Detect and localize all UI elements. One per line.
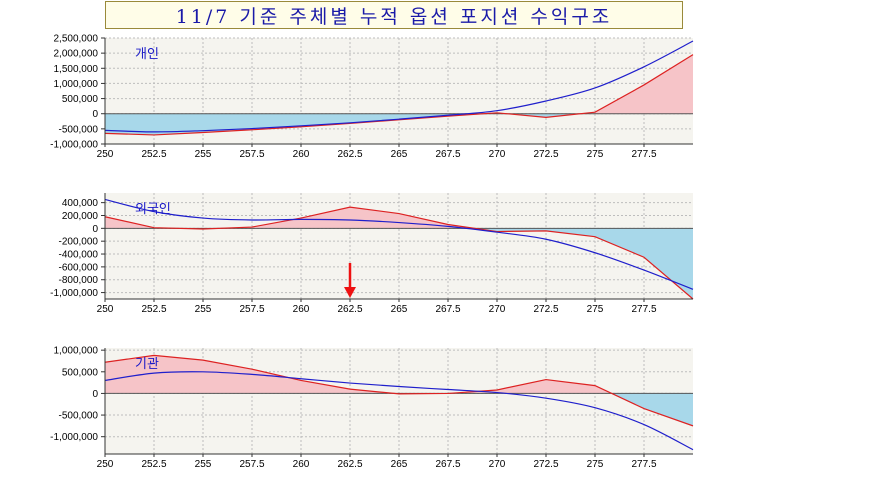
y-tick-label: -400,000 bbox=[59, 250, 99, 261]
area-negative bbox=[105, 393, 693, 426]
y-tick-label: 2,000,000 bbox=[54, 49, 99, 60]
x-tick-label: 275 bbox=[587, 149, 604, 160]
x-tick-label: 277.5 bbox=[631, 149, 656, 160]
series-line-blue bbox=[104, 198, 694, 290]
y-tick-label: 0 bbox=[92, 389, 98, 400]
x-tick-label: 257.5 bbox=[239, 304, 264, 315]
y-tick-label: 0 bbox=[92, 224, 98, 235]
x-tick-label: 270 bbox=[489, 149, 506, 160]
panel-label: 기관 bbox=[135, 357, 159, 372]
x-tick-label: 265 bbox=[391, 304, 408, 315]
x-tick-label: 275 bbox=[587, 459, 604, 470]
x-tick-label: 260 bbox=[293, 304, 310, 315]
y-tick-label: 200,000 bbox=[62, 211, 99, 222]
x-tick-label: 255 bbox=[195, 149, 212, 160]
x-tick-label: 260 bbox=[293, 149, 310, 160]
x-tick-label: 277.5 bbox=[631, 304, 656, 315]
x-tick-label: 272.5 bbox=[533, 149, 558, 160]
x-tick-label: 255 bbox=[195, 459, 212, 470]
y-tick-label: 0 bbox=[92, 109, 98, 120]
y-tick-label: -1,000,000 bbox=[50, 140, 98, 151]
chart-institution: 1,000,000 500,000 0 -500,000 -1,000,000 250 25… bbox=[50, 346, 694, 470]
y-tick-label: 1,000,000 bbox=[54, 79, 99, 90]
panel-label: 개인 bbox=[135, 47, 159, 62]
x-tick-label: 267.5 bbox=[435, 149, 460, 160]
y-tick-label: -500,000 bbox=[59, 124, 99, 135]
area-positive bbox=[483, 54, 693, 114]
area-negative bbox=[178, 228, 693, 299]
x-tick-label: 250 bbox=[97, 459, 114, 470]
y-tick-label: 1,000,000 bbox=[54, 346, 99, 357]
series-line-red bbox=[104, 54, 694, 136]
arrow-head bbox=[344, 287, 356, 298]
x-tick-label: 252.5 bbox=[141, 304, 166, 315]
x-tick-label: 275 bbox=[587, 304, 604, 315]
x-tick-label: 262.5 bbox=[337, 459, 362, 470]
area-positive bbox=[105, 355, 612, 394]
y-tick-label: -800,000 bbox=[59, 275, 99, 286]
x-tick-label: 257.5 bbox=[239, 459, 264, 470]
x-tick-label: 252.5 bbox=[141, 459, 166, 470]
chart-foreign: 400,000 200,000 0 -200,000 -400,000-600,000 -… bbox=[50, 193, 694, 315]
x-tick-label: 250 bbox=[97, 304, 114, 315]
x-tick-label: 257.5 bbox=[239, 149, 264, 160]
y-tick-label: -200,000 bbox=[59, 237, 99, 248]
x-tick-label: 252.5 bbox=[141, 149, 166, 160]
y-tick-label: 400,000 bbox=[62, 198, 99, 209]
x-tick-label: 267.5 bbox=[435, 304, 460, 315]
y-tick-label: -500,000 bbox=[59, 411, 99, 422]
title-box: 11/7 기준 주체별 누적 옵션 포지션 수익구조 bbox=[105, 1, 683, 29]
x-tick-label: 262.5 bbox=[337, 149, 362, 160]
y-tick-label: 500,000 bbox=[62, 94, 99, 105]
y-tick-label: 500,000 bbox=[62, 367, 99, 378]
series-line-red bbox=[104, 354, 694, 427]
x-tick-label: 267.5 bbox=[435, 459, 460, 470]
series-line-blue bbox=[104, 40, 694, 133]
x-tick-label: 265 bbox=[391, 459, 408, 470]
y-tick-label: -600,000 bbox=[59, 262, 99, 273]
x-tick-label: 270 bbox=[489, 304, 506, 315]
chart-individual: 2,500,000 2,000,000 1,500,000 1,000,000 500,… bbox=[50, 34, 694, 160]
series-line-red bbox=[104, 206, 694, 300]
panel-label: 외국인 bbox=[135, 202, 171, 217]
x-tick-label: 272.5 bbox=[533, 304, 558, 315]
y-tick-label: 1,500,000 bbox=[54, 64, 99, 75]
x-tick-label: 260 bbox=[293, 459, 310, 470]
x-tick-label: 262.5 bbox=[337, 304, 362, 315]
area-positive bbox=[105, 207, 693, 229]
y-tick-label: -1,000,000 bbox=[50, 432, 98, 443]
x-tick-label: 272.5 bbox=[533, 459, 558, 470]
page-title: 11/7 기준 주체별 누적 옵션 포지션 수익구조 bbox=[175, 5, 613, 28]
x-tick-label: 250 bbox=[97, 149, 114, 160]
x-tick-label: 265 bbox=[391, 149, 408, 160]
y-tick-label: -1,000,000 bbox=[50, 288, 98, 299]
x-tick-label: 255 bbox=[195, 304, 212, 315]
series-line-blue bbox=[104, 371, 694, 451]
x-tick-label: 277.5 bbox=[631, 459, 656, 470]
y-tick-label: 2,500,000 bbox=[54, 34, 99, 45]
x-tick-label: 270 bbox=[489, 459, 506, 470]
